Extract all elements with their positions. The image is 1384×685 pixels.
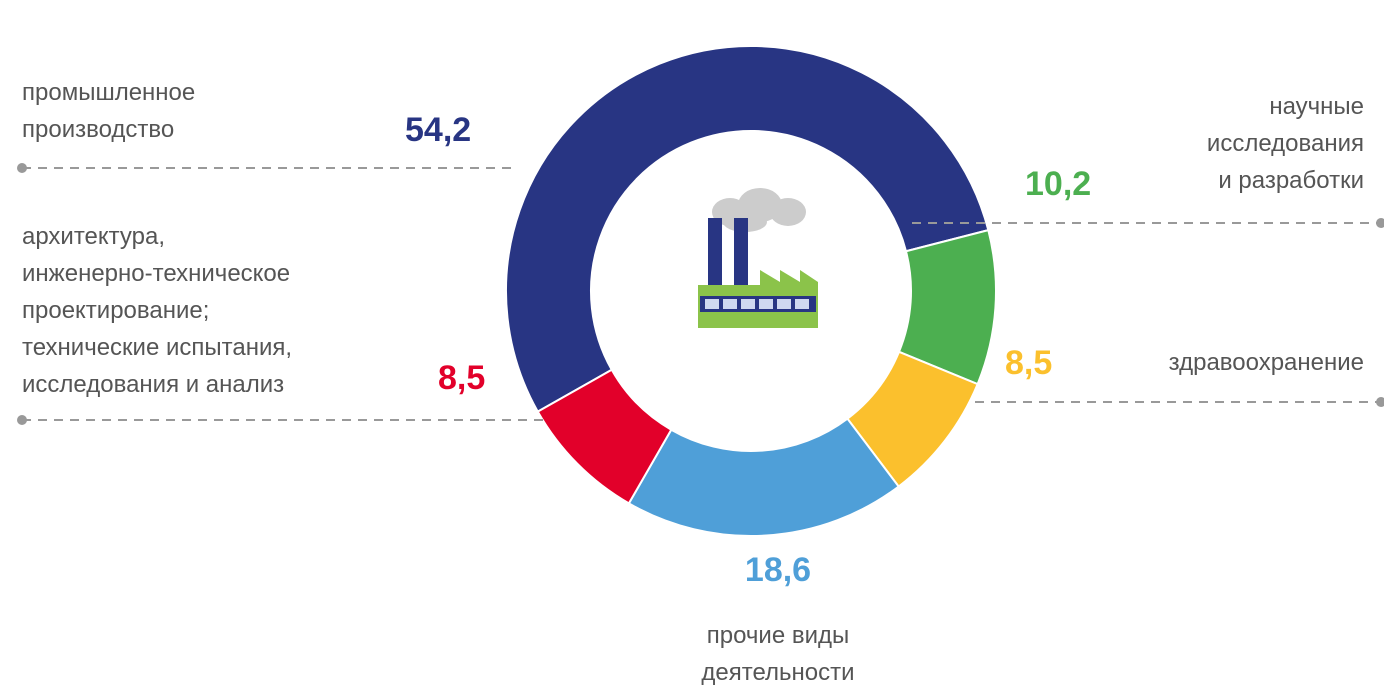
value-label: 8,5 (438, 359, 486, 397)
category-label: архитектура, инженерно-техническое проек… (22, 223, 293, 398)
category-label: промышленное производство (22, 79, 196, 143)
donut-segment (505, 45, 990, 414)
leader-dot (1376, 397, 1384, 407)
category-label: здравоохранение (1168, 349, 1364, 376)
category-label: научные исследования и разработки (1206, 93, 1364, 194)
factory-icon (698, 188, 818, 328)
category-label: прочие виды деятельности (701, 622, 855, 685)
value-label: 8,5 (1005, 344, 1053, 382)
value-label: 10,2 (1025, 165, 1092, 203)
leader-dot (1376, 218, 1384, 228)
donut-segment (627, 417, 901, 537)
donut-segment (536, 368, 673, 505)
value-label: 18,6 (744, 551, 812, 589)
value-label: 54,2 (405, 111, 472, 149)
leader-dot (17, 415, 27, 425)
leader-dot (17, 163, 27, 173)
